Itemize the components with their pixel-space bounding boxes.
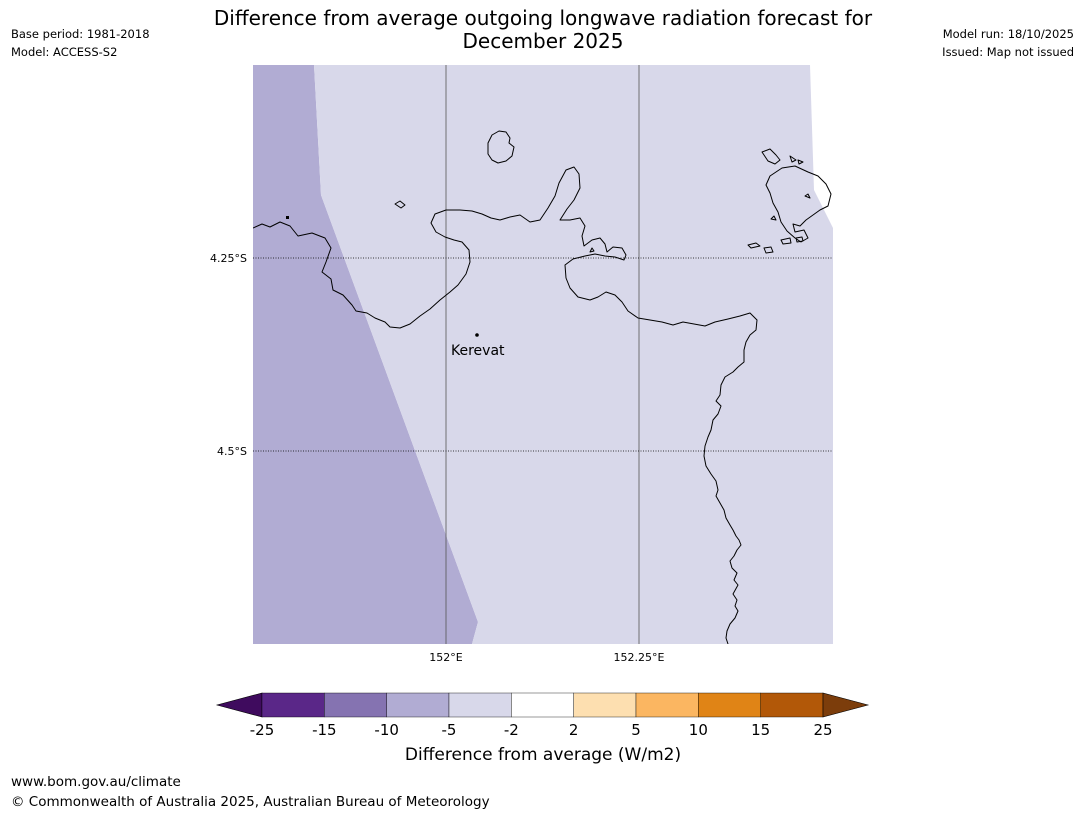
colorbar-tick-label: -5: [442, 721, 457, 739]
colorbar-tick-label: -25: [250, 721, 275, 739]
colorbar-segment: [448, 692, 512, 718]
run-info: Model run: 18/10/2025 Issued: Map not is…: [942, 25, 1074, 61]
colorbar-tick-label: 2: [569, 721, 579, 739]
coastline-islands-east: [747, 148, 832, 254]
colorbar-segment: [635, 692, 699, 718]
model-name-text: Model: ACCESS-S2: [11, 45, 118, 59]
colorbar-tick-label: 5: [631, 721, 641, 739]
colorbar-extend-high: [822, 692, 870, 718]
map-title: Difference from average outgoing longwav…: [193, 7, 893, 53]
model-run-text: Model run: 18/10/2025: [942, 27, 1074, 41]
colorbar-extend-low: [215, 692, 263, 718]
anomaly-region-west: [253, 65, 478, 644]
colorbar-tick-label: 10: [689, 721, 708, 739]
colorbar-tick-label: -15: [312, 721, 337, 739]
colorbar-label: Difference from average (W/m2): [404, 745, 682, 765]
colorbar-segment: [698, 692, 761, 718]
lon-label-152e: 152°E: [429, 651, 462, 664]
lat-label-4-5s: 4.5°S: [217, 445, 247, 458]
lat-label-4-25s: 4.25°S: [210, 252, 247, 265]
map-title-line-1: Difference from average outgoing longwav…: [213, 6, 873, 30]
colorbar-tick-label: 25: [813, 721, 832, 739]
issued-text: Issued: Map not issued: [942, 45, 1074, 59]
colorbar-tick-label: -10: [374, 721, 399, 739]
kerevat-label: Kerevat: [451, 343, 505, 359]
model-info: Base period: 1981-2018 Model: ACCESS-S2: [11, 25, 150, 61]
base-period-text: Base period: 1981-2018: [11, 27, 150, 41]
colorbar-segment: [573, 692, 637, 718]
colorbar-segment: [324, 692, 387, 718]
kerevat-marker: [475, 333, 479, 337]
coastline-islet-small: [589, 247, 595, 253]
colorbar-segment: [760, 692, 824, 718]
colorbar-segment: [261, 692, 325, 718]
coastline-main: [253, 166, 758, 644]
coastline-islet-west: [394, 200, 406, 209]
colorbar-segment: [511, 692, 574, 718]
anomaly-region-main: [314, 65, 833, 644]
colorbar-segment: [386, 692, 450, 718]
colorbar-tick-label: -2: [504, 721, 519, 739]
footer-copyright: © Commonwealth of Australia 2025, Austra…: [11, 794, 490, 810]
colorbar-tick-label: 15: [751, 721, 770, 739]
coastline-island-north: [487, 130, 515, 164]
map-title-line-2: December 2025: [462, 29, 624, 53]
lon-label-152-25e: 152.25°E: [614, 651, 665, 664]
footer-url: www.bom.gov.au/climate: [11, 774, 181, 790]
islet-dot: [286, 216, 289, 219]
